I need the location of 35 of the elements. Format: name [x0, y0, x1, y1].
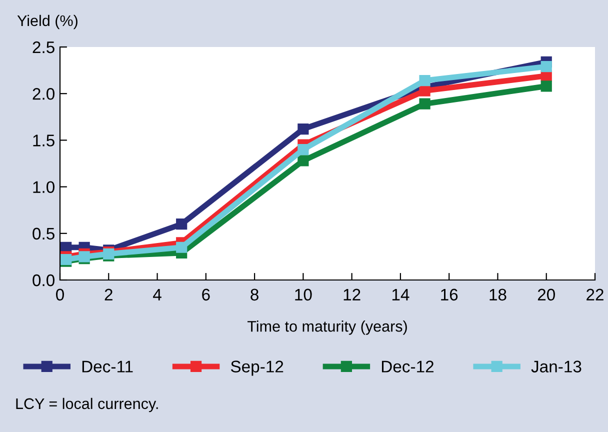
legend-label: Jan-13 — [531, 360, 582, 372]
point — [298, 144, 309, 156]
point — [419, 85, 430, 96]
x-tick-label: 8 — [250, 288, 258, 301]
point — [176, 242, 188, 253]
legend-label: Dec-12 — [382, 360, 434, 372]
legend-label: Sep-12 — [230, 360, 284, 376]
x-tick-label: 0 — [56, 288, 64, 301]
x-tick-label: 2 — [104, 288, 112, 300]
x-tick-label: 4 — [153, 288, 162, 300]
y-tick-label: 1.5 — [33, 134, 54, 146]
y-tick-label: 2.0 — [32, 88, 54, 100]
point — [176, 218, 188, 230]
x-tick-label: 20 — [538, 288, 555, 301]
point — [298, 123, 309, 135]
y-tick-label: 1.0 — [33, 181, 54, 194]
legend-label: Dec-11 — [82, 360, 133, 372]
x-tick-label: 18 — [490, 288, 506, 301]
y-tick-label: 0.5 — [32, 228, 54, 240]
point — [540, 80, 552, 92]
point — [298, 155, 309, 166]
y-tick-label: 2.5 — [32, 41, 54, 54]
x-tick-label: 10 — [295, 288, 312, 301]
point — [540, 61, 552, 72]
x-tick-label: 16 — [441, 288, 458, 301]
x-tick-label: 12 — [344, 288, 360, 300]
y-axis-title: Yield (%) — [17, 14, 78, 30]
y-tick-label: 0.0 — [32, 274, 54, 286]
x-tick-label: 14 — [392, 288, 410, 300]
text: LCY = local currency. — [16, 398, 158, 412]
x-axis-title: Time to maturity (years) — [247, 320, 407, 335]
point — [419, 98, 430, 110]
x-tick-label: 22 — [586, 288, 604, 300]
point — [419, 74, 430, 86]
x-tick-label: 6 — [202, 288, 210, 301]
